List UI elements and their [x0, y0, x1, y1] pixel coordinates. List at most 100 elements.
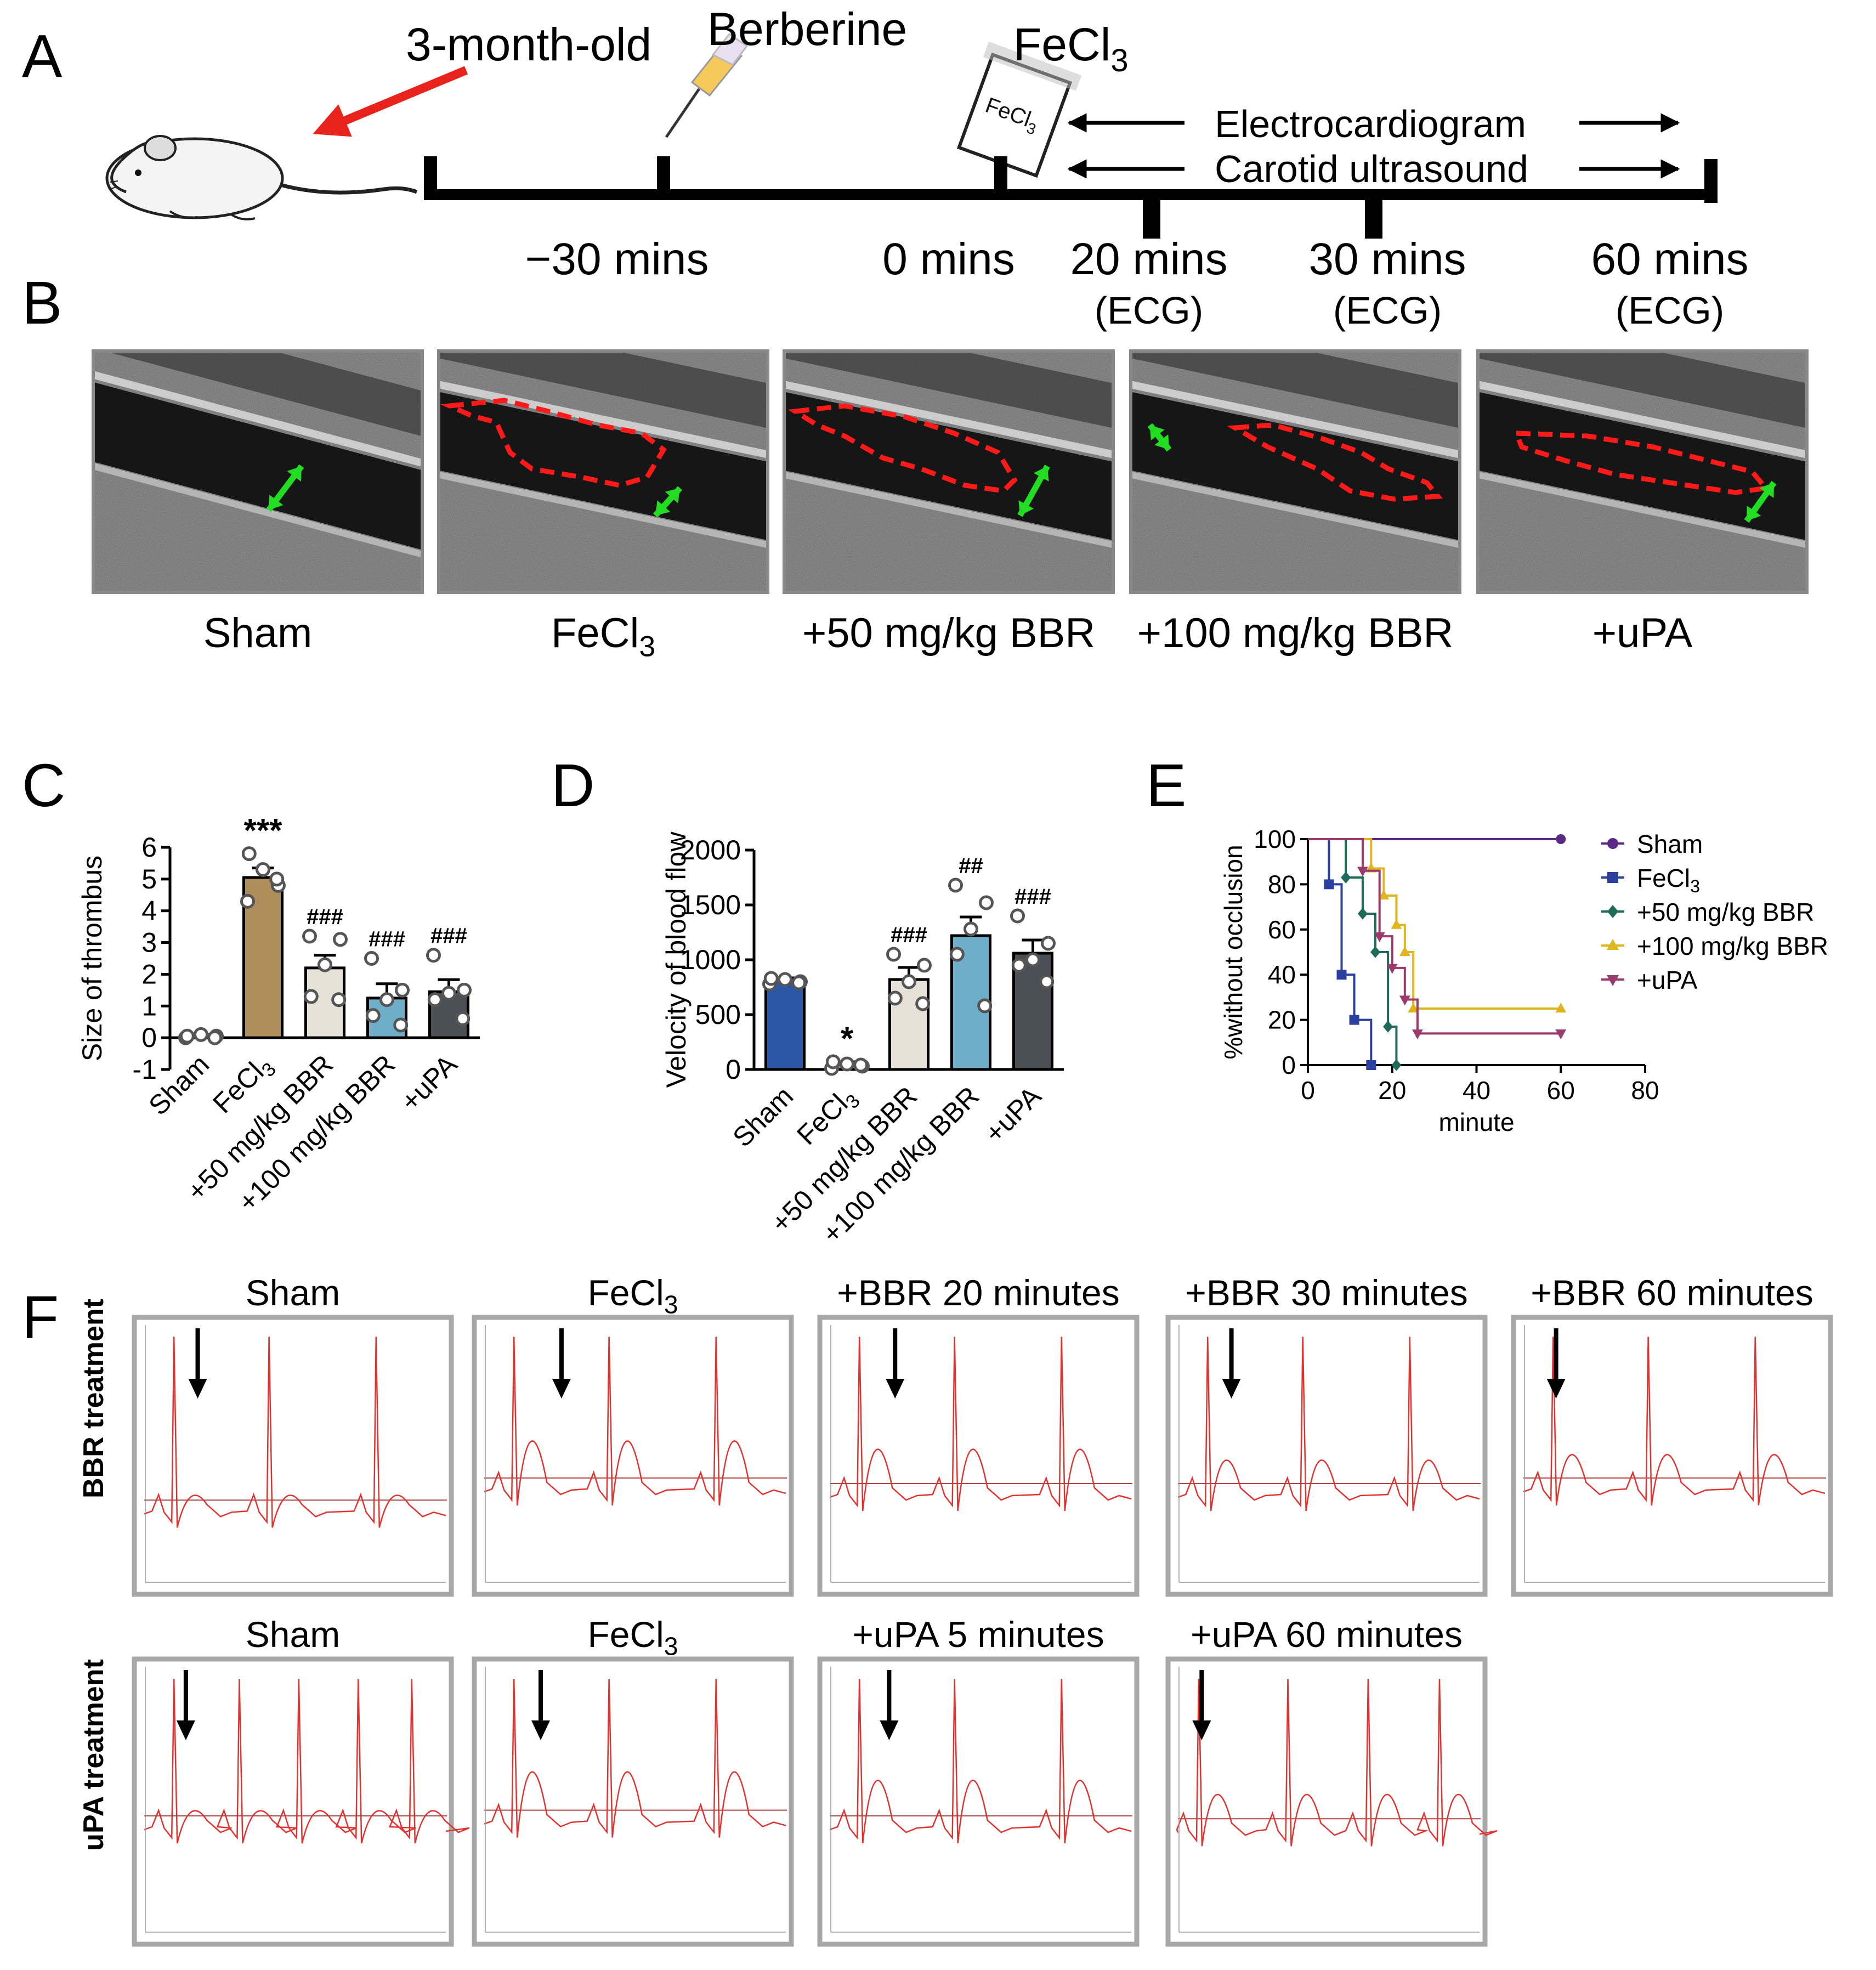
panel-b: B Sham FeCl3 +50 mg/kg BBR +100 mg/kg BBR +u…: [22, 269, 1809, 663]
vessel-diameter-arrow: [266, 464, 304, 512]
series-line: [1308, 838, 1561, 1035]
data-point: [303, 989, 319, 1004]
ultrasound-image: [1476, 349, 1809, 594]
y-tick-label: 1: [141, 990, 157, 1021]
data-point: [1010, 908, 1025, 924]
panel-letter-c: C: [22, 752, 65, 819]
timeline-note-label: (ECG): [1333, 289, 1442, 332]
data-point: [395, 982, 410, 998]
series-marker: [1607, 905, 1618, 918]
panel-e: E 0 20 40 60 80 100 0 20 40 60 80 minute %without oc…: [1146, 752, 1828, 1136]
vessel-diameter-arrow: [1017, 465, 1050, 517]
y-tick-label: 500: [695, 999, 741, 1030]
significance-label: ###: [369, 927, 405, 952]
data-point: [963, 921, 978, 937]
timeline-tick: [1365, 195, 1382, 239]
down-arrow-head: [531, 1720, 550, 1740]
down-arrow-head: [1222, 1379, 1241, 1399]
data-point: [825, 1054, 841, 1069]
ecg-panel-title: +BBR 60 minutes: [1531, 1272, 1813, 1313]
panel-letter-a: A: [22, 22, 63, 90]
data-point: [241, 846, 257, 862]
data-point: [441, 986, 456, 1001]
ecg-panel-title: +BBR 30 minutes: [1185, 1272, 1467, 1313]
x-tick-label: +uPA: [395, 1049, 463, 1117]
thrombus-outline: [440, 398, 667, 488]
data-point: [763, 971, 779, 986]
data-point: [778, 972, 792, 987]
series-marker: [1607, 939, 1619, 950]
significance-label: ###: [891, 923, 927, 947]
ecg-panel-title: +uPA 60 minutes: [1191, 1614, 1463, 1655]
drug-label: Berberine: [707, 3, 907, 55]
ultrasound-image: [783, 349, 1115, 594]
data-point: [194, 1027, 208, 1042]
timeline-tick: [1704, 159, 1718, 203]
row-label-upa: uPA treatment: [78, 1659, 110, 1851]
ecg-trace: [829, 1337, 1132, 1512]
data-point: [427, 992, 443, 1007]
bar: [764, 979, 806, 1071]
x-tick-label: 80: [1631, 1076, 1659, 1105]
y-tick-label: 20: [1268, 1006, 1296, 1034]
timeline-time-label: 0 mins: [882, 234, 1015, 284]
age-label: 3-month-old: [406, 19, 651, 70]
timeline-tick: [424, 156, 437, 200]
x-tick-label: 60: [1547, 1076, 1575, 1105]
ecg-trace: [829, 1679, 1132, 1844]
series-marker: [1374, 932, 1385, 942]
ecg-trace-panel: [1165, 1656, 1498, 1947]
y-tick-label: 1000: [680, 944, 741, 975]
timeline-time-label: −30 mins: [525, 234, 709, 284]
data-point: [333, 932, 348, 947]
significance-label: ###: [307, 905, 343, 929]
series-marker: [1378, 890, 1390, 900]
y-axis-label: Velocity of blood flow: [661, 831, 692, 1088]
thrombus-outline: [1227, 422, 1443, 502]
ecg-panel-title: +uPA 5 minutes: [852, 1614, 1104, 1655]
ultrasound-image: [1129, 349, 1461, 594]
data-point: [240, 893, 255, 909]
ecg-trace: [144, 1679, 470, 1844]
series-marker: [1607, 838, 1618, 849]
data-point: [917, 958, 932, 973]
ecg-trace-panel: [1511, 1315, 1833, 1597]
ecg-panel-title: +BBR 20 minutes: [837, 1272, 1119, 1313]
ultrasound-label: +50 mg/kg BBR: [802, 610, 1095, 656]
y-tick-label: 3: [141, 927, 157, 958]
data-point: [365, 1008, 381, 1023]
legend-label: Sham: [1637, 830, 1703, 858]
data-point: [269, 871, 285, 887]
y-axis-label: %without occlusion: [1219, 845, 1248, 1059]
age-arrow: [313, 66, 468, 137]
x-tick-label: 0: [1301, 1076, 1315, 1105]
bar: [888, 978, 930, 1071]
mouse-icon: [105, 135, 418, 220]
ecg-trace: [1177, 1337, 1480, 1512]
series-marker: [1349, 1015, 1359, 1025]
data-point: [887, 990, 903, 1006]
ecg-trace-panel: [472, 1656, 794, 1947]
down-arrow-head: [1546, 1379, 1566, 1399]
data-point: [302, 929, 317, 944]
significance-label: ***: [243, 812, 282, 849]
occlusion-survival-chart: 0 20 40 60 80 100 0 20 40 60 80 minute %without occl…: [1219, 825, 1828, 1136]
significance-label: ###: [430, 924, 467, 948]
series-marker: [1607, 975, 1619, 986]
timeline-ticks: −30 mins 0 mins 20 mins (ECG) 30 mins (ECG) 60…: [424, 156, 1749, 332]
data-point: [915, 996, 931, 1011]
data-point: [791, 975, 807, 990]
ecg-trace: [1176, 1679, 1498, 1847]
data-point: [426, 948, 441, 963]
data-point: [853, 1057, 869, 1073]
x-tick-label: +uPA: [979, 1080, 1047, 1149]
vessel-diameter-arrow: [1744, 480, 1777, 523]
timeline-tick: [994, 156, 1007, 200]
y-tick-label: 0: [141, 1022, 157, 1053]
series-marker: [1555, 1029, 1567, 1040]
data-point: [318, 957, 332, 972]
down-arrow-head: [176, 1720, 195, 1740]
panel-a: A 3-month-old Berberine FeCl3 FeCl3: [22, 3, 1749, 332]
